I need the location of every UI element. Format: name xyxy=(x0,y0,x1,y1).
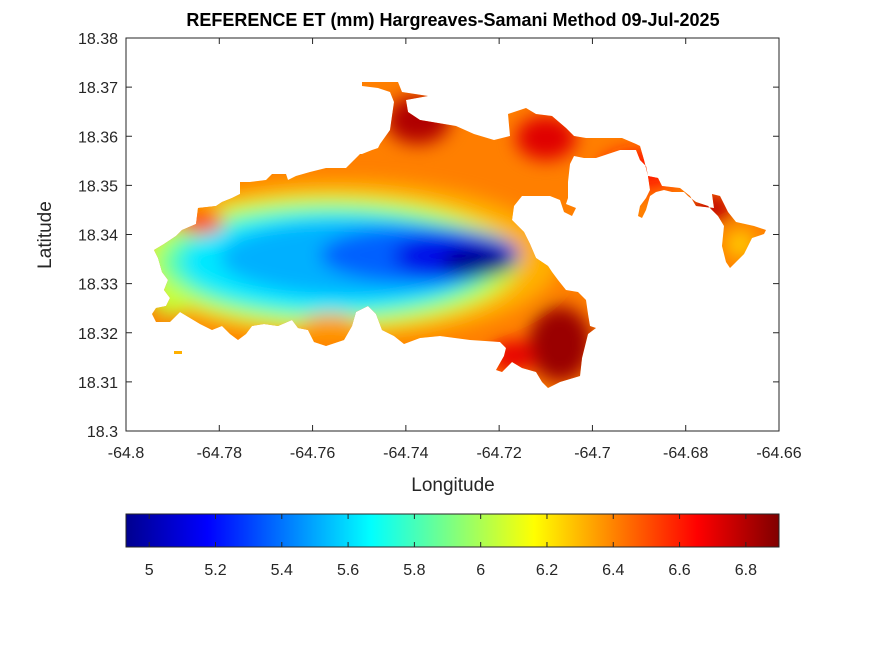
colorbar-tick-label: 6.6 xyxy=(668,562,690,579)
colorbar xyxy=(125,513,780,548)
colorbar-tick-label: 5.8 xyxy=(403,562,425,579)
y-axis-label: Latitude xyxy=(35,201,56,269)
y-tick-label: 18.31 xyxy=(78,375,118,392)
x-tick-label: -64.74 xyxy=(383,445,428,462)
colorbar-tick-label: 6.8 xyxy=(735,562,757,579)
y-tick-label: 18.32 xyxy=(78,326,118,343)
y-tick-label: 18.34 xyxy=(78,228,118,245)
chart-title: REFERENCE ET (mm) Hargreaves-Samani Meth… xyxy=(186,10,719,30)
colorbar-tick-label: 5.2 xyxy=(204,562,226,579)
colorbar-tick-label: 6 xyxy=(476,562,485,579)
x-tick-label: -64.78 xyxy=(197,445,242,462)
colorbar-tick-label: 5 xyxy=(145,562,154,579)
y-tick-label: 18.33 xyxy=(78,277,118,294)
x-tick-label: -64.8 xyxy=(108,445,145,462)
island-fragment xyxy=(174,351,182,354)
x-tick-label: -64.7 xyxy=(574,445,611,462)
y-tick-label: 18.37 xyxy=(78,80,118,97)
colorbar-tick-label: 6.4 xyxy=(602,562,624,579)
y-tick-label: 18.38 xyxy=(78,31,118,48)
x-ticks: -64.8 -64.78 -64.76 -64.74 -64.72 -64.7 -64.68… xyxy=(108,38,802,462)
colorbar-tick-label: 5.6 xyxy=(337,562,359,579)
y-tick-label: 18.36 xyxy=(78,129,118,146)
colorbar-tick-label: 5.4 xyxy=(271,562,293,579)
y-tick-label: 18.35 xyxy=(78,178,118,195)
y-ticks: 18.3 18.31 18.32 18.33 18.34 18.35 18.36 18.37 1… xyxy=(78,31,779,441)
colorbar-tick-label: 6.2 xyxy=(536,562,558,579)
x-tick-label: -64.72 xyxy=(476,445,521,462)
colorbar-ticks: 5 5.2 5.4 5.6 5.8 6 6.2 6.4 6.6 6.8 xyxy=(145,514,757,579)
x-tick-label: -64.66 xyxy=(756,445,801,462)
x-tick-label: -64.68 xyxy=(663,445,708,462)
x-axis-label: Longitude xyxy=(411,475,494,496)
x-tick-label: -64.76 xyxy=(290,445,335,462)
y-tick-label: 18.3 xyxy=(87,424,118,441)
